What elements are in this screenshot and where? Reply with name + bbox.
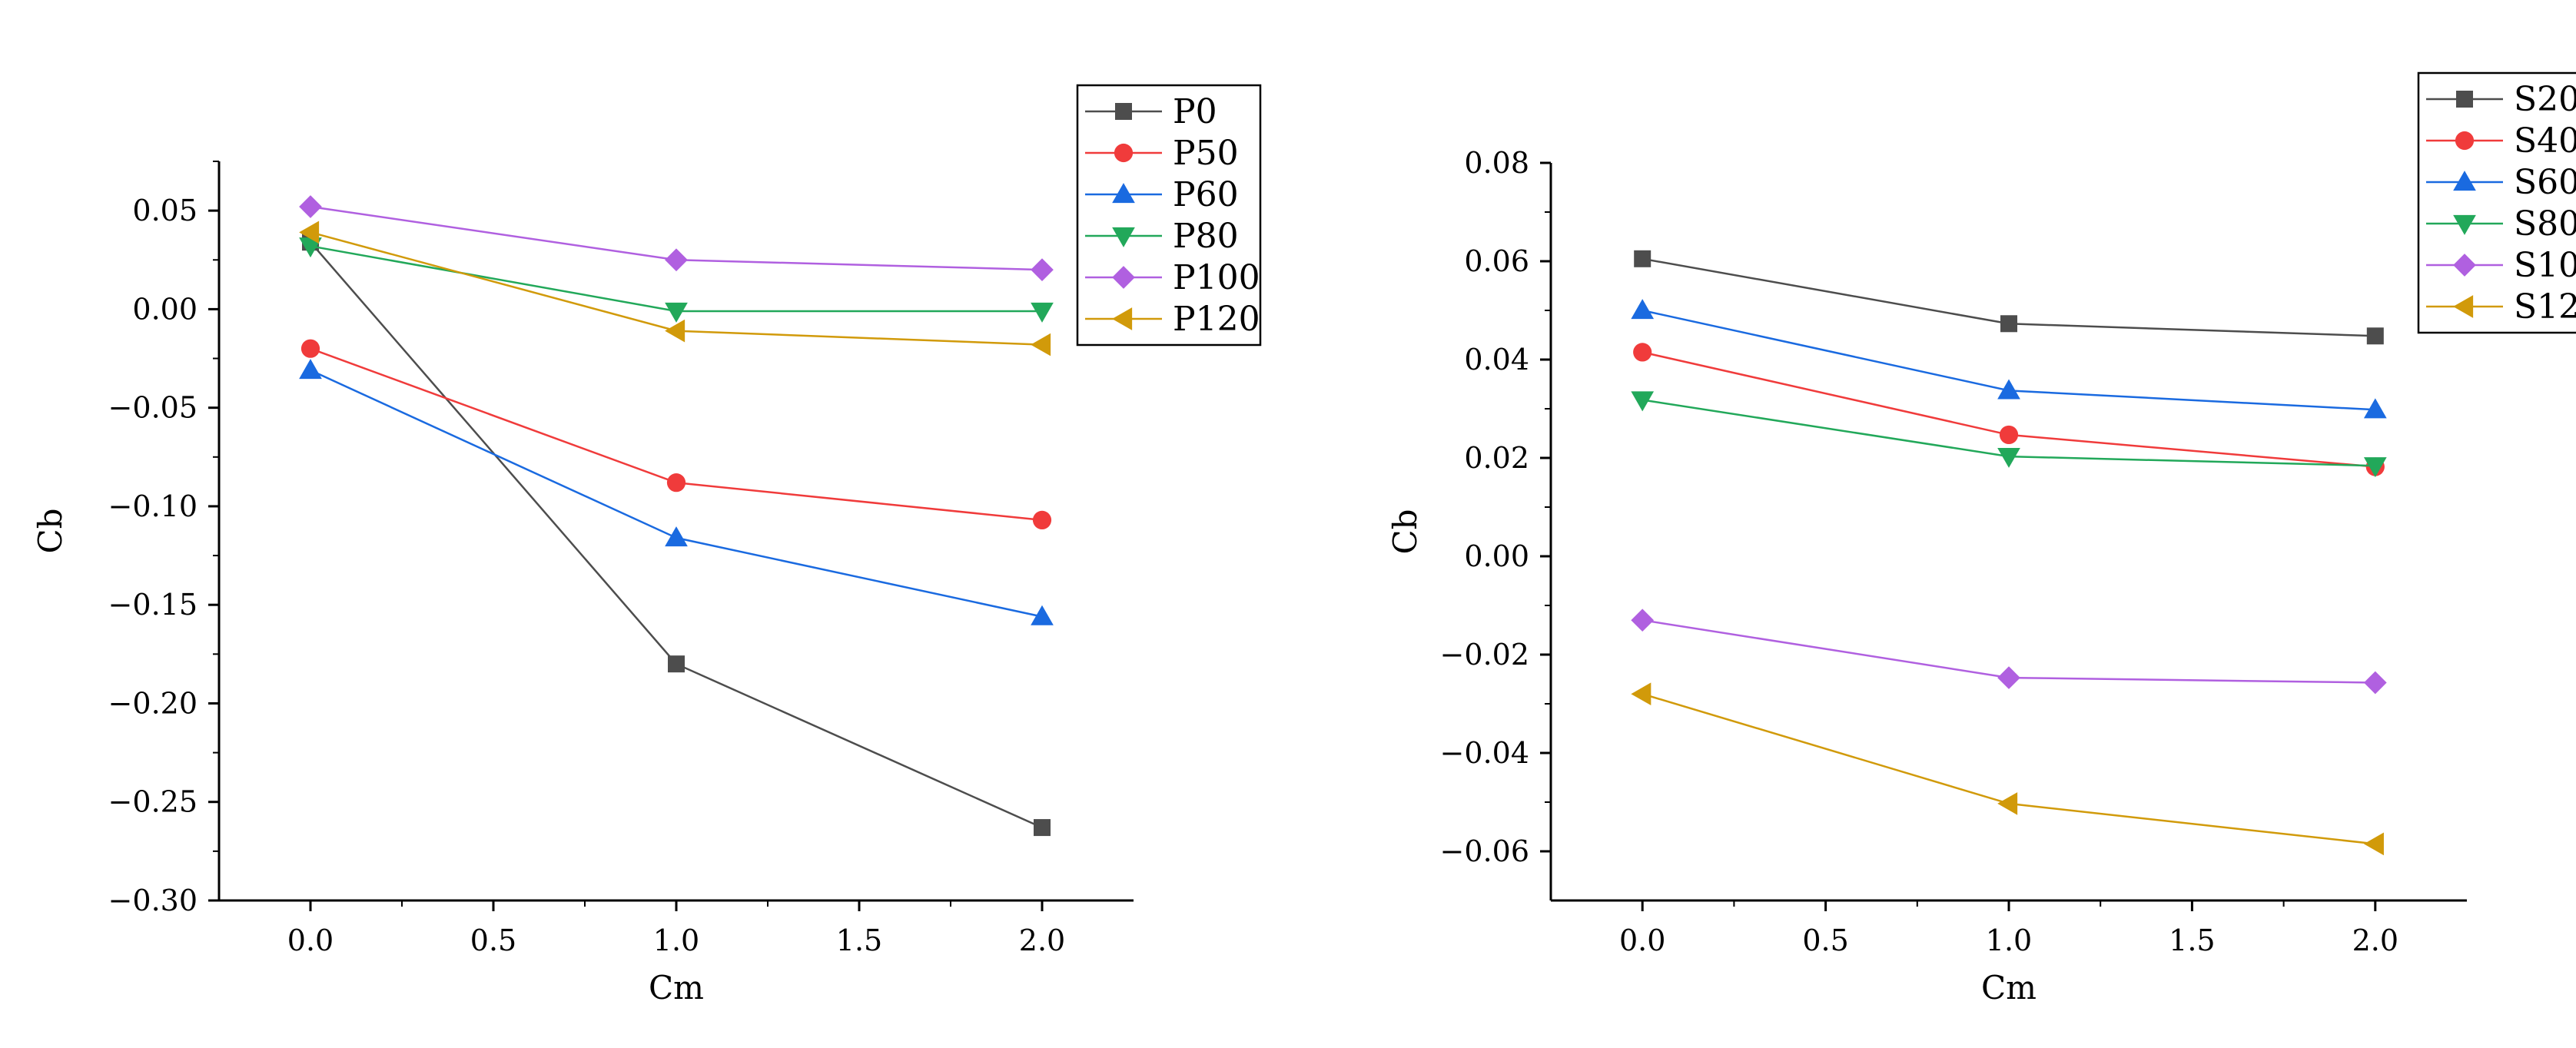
x-tick-label: 2.0 — [1019, 924, 1065, 957]
y-tick-label: −0.04 — [1440, 736, 1529, 770]
data-point-p60 — [299, 359, 322, 380]
legend-marker-s120 — [2453, 295, 2474, 318]
data-point-s120 — [1997, 792, 2018, 815]
legend-marker-s40 — [2455, 131, 2475, 151]
data-point-p100 — [1031, 258, 1054, 281]
legend-box — [2417, 71, 2576, 334]
legend-label: P0 — [1173, 92, 1217, 131]
data-point-p100 — [299, 195, 322, 218]
data-point-p50 — [1032, 510, 1052, 529]
y-tick-label: −0.06 — [1440, 834, 1529, 868]
x-tick-label: 1.0 — [653, 924, 699, 957]
data-point-s60 — [2363, 398, 2387, 419]
data-point-s80 — [2363, 457, 2387, 478]
y-tick-label: 0.04 — [1464, 343, 1529, 376]
data-point-p80 — [1031, 302, 1054, 323]
y-tick-label: 0.08 — [1464, 146, 1529, 180]
legend-label: S40 — [2514, 121, 2576, 161]
legend-marker-p0 — [1115, 103, 1132, 120]
data-point-p60 — [665, 526, 688, 547]
legend-label: S80 — [2514, 204, 2576, 244]
y-tick-label: −0.30 — [108, 884, 198, 917]
x-axis-title: Cm — [649, 969, 704, 1007]
legend-label: P100 — [1173, 258, 1260, 297]
data-point-s20 — [2366, 327, 2384, 345]
series-line-p60 — [310, 369, 1043, 618]
y-axis-title: Cb — [32, 508, 69, 553]
chart-right: 0.0 0.5 1.0 1.5 2.0 −0.06 −0.04 −0.02 0.00 0.02 0.… — [1386, 71, 2576, 1007]
series-line-s120 — [1642, 693, 2375, 845]
data-point-s40 — [1999, 425, 2019, 445]
x-tick-label: 0.0 — [287, 924, 334, 957]
data-point-s40 — [1633, 343, 1652, 362]
y-tick-label: −0.05 — [108, 391, 198, 425]
legend-marker-s80 — [2453, 214, 2476, 235]
data-point-p120 — [299, 221, 320, 244]
data-point-s20 — [2000, 315, 2017, 333]
legend-label: S60 — [2514, 163, 2576, 202]
legend-marker-s20 — [2456, 91, 2473, 108]
data-point-s100 — [2363, 671, 2387, 695]
x-tick-label: 1.5 — [2169, 924, 2215, 957]
data-point-p80 — [665, 302, 688, 323]
data-point-s80 — [1997, 447, 2020, 468]
legend-label: S20 — [2514, 80, 2576, 119]
data-point-p60 — [1031, 605, 1054, 625]
x-tick-label: 1.5 — [836, 924, 882, 957]
x-tick-label: 0.0 — [1619, 924, 1665, 957]
legend-label: S10 — [2514, 246, 2576, 285]
x-tick-label: 0.5 — [1802, 924, 1848, 957]
legend-label: P120 — [1173, 300, 1260, 339]
x-tick-label: 1.0 — [1986, 924, 2032, 957]
y-tick-label: −0.20 — [108, 686, 198, 720]
y-tick-label: 0.02 — [1464, 441, 1529, 475]
legend-marker-s60 — [2453, 171, 2476, 191]
legend-marker-s100 — [2453, 254, 2476, 277]
data-point-p0 — [668, 655, 685, 673]
y-tick-label: −0.10 — [108, 489, 198, 523]
data-point-s60 — [1631, 299, 1655, 320]
legend-marker-p120 — [1112, 307, 1133, 330]
legend-marker-p60 — [1112, 183, 1135, 204]
y-tick-label: 0.00 — [1464, 539, 1529, 573]
legend-label: P50 — [1173, 134, 1239, 173]
y-tick-label: −0.02 — [1440, 638, 1529, 672]
legend-label: S12 — [2514, 287, 2576, 327]
data-point-p120 — [665, 319, 685, 343]
data-point-s20 — [1634, 250, 1651, 267]
x-tick-label: 2.0 — [2352, 924, 2398, 957]
legend-marker-p80 — [1112, 227, 1135, 247]
data-point-s100 — [1997, 666, 2020, 689]
y-tick-label: 0.06 — [1464, 244, 1529, 278]
y-axis-title: Cb — [1386, 509, 1424, 554]
data-point-p80 — [299, 237, 322, 258]
legend-label: P60 — [1173, 175, 1239, 214]
x-axis-title: Cm — [1981, 969, 2037, 1007]
data-point-s120 — [1631, 682, 1651, 706]
y-tick-label: −0.25 — [108, 785, 198, 819]
legend-box — [1076, 84, 1262, 347]
data-point-p50 — [666, 473, 686, 492]
legend-label: P80 — [1173, 217, 1239, 256]
series-line-p50 — [310, 347, 1043, 522]
data-point-p0 — [1034, 819, 1051, 837]
y-tick-label: 0.00 — [132, 292, 198, 326]
data-point-s100 — [1631, 609, 1655, 632]
legend-marker-p50 — [1114, 143, 1134, 163]
data-point-p50 — [300, 339, 320, 358]
chart-left: 0.0 0.5 1.0 1.5 2.0 −0.30 −0.25 −0.20 −0.15 −0.10… — [32, 84, 1262, 1007]
data-point-p100 — [665, 248, 688, 272]
data-point-p120 — [1031, 333, 1051, 357]
data-point-s60 — [1997, 379, 2020, 400]
data-point-s120 — [2363, 832, 2384, 856]
x-tick-label: 0.5 — [470, 924, 516, 957]
y-tick-label: −0.15 — [108, 588, 198, 622]
legend-marker-p100 — [1112, 266, 1135, 289]
y-tick-label: 0.05 — [132, 194, 198, 227]
data-point-s80 — [1631, 391, 1655, 412]
